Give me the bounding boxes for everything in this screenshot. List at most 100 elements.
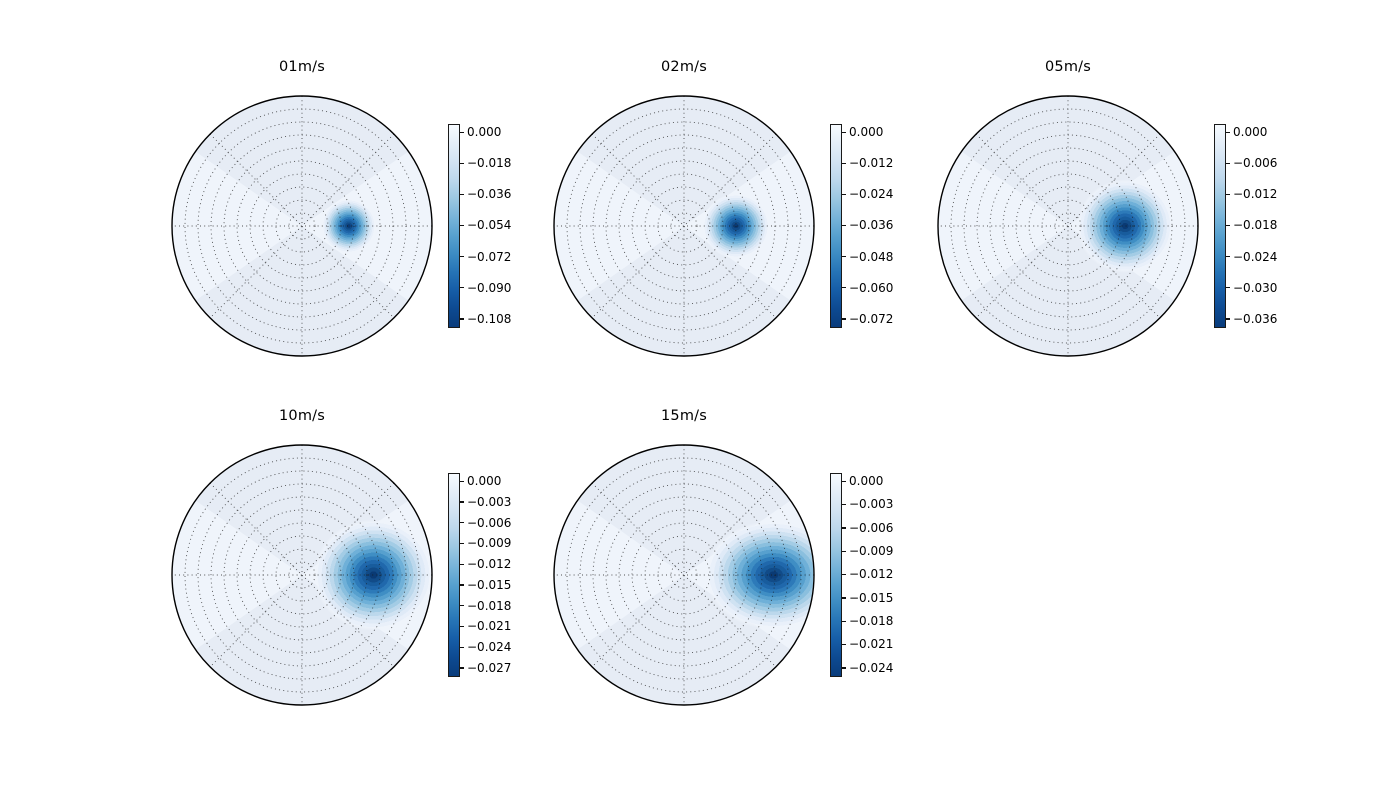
colorbar-tick [842, 131, 846, 133]
colorbar-tick [460, 646, 464, 648]
panel-title: 01m/s [278, 59, 325, 75]
colorbar: 0.000 −0.006 −0.012 −0.018 −0.024 −0.030 −0.03… [1214, 124, 1293, 328]
colorbar-tick [460, 563, 464, 565]
colorbar-tick [1226, 287, 1230, 289]
colorbar-tick-label: −0.009 [467, 536, 512, 551]
panel-01m-s: 01m/s 0.000 −0.018 −0.036 −0.054 −0.072 −0.090… [162, 51, 532, 411]
panel-title: 05m/s [1044, 59, 1091, 75]
grid-ring [1054, 212, 1082, 240]
colorbar-tick-label: −0.012 [849, 567, 894, 582]
colorbar-tick [842, 287, 846, 289]
colorbar-bar [830, 124, 842, 328]
colorbar-tick [842, 573, 846, 576]
colorbar-tick-label: −0.012 [849, 156, 894, 171]
colorbar-tick-label: −0.072 [849, 311, 894, 326]
colorbar-tick [842, 318, 846, 320]
colorbar-bar [830, 473, 842, 677]
grid-ring [275, 199, 329, 253]
intensity-spot [704, 520, 814, 630]
grid-ring [989, 147, 1147, 305]
colorbar-tick [460, 162, 464, 164]
colorbar-tick-label: −0.021 [467, 619, 512, 634]
colorbar-tick [460, 584, 464, 586]
colorbar-tick-label: −0.054 [467, 218, 512, 233]
colorbar-bar [448, 124, 460, 328]
colorbar: 0.000 −0.003 −0.006 −0.009 −0.012 −0.015 −0.01… [830, 473, 909, 677]
contour-wedge [554, 500, 684, 650]
panel-02m-s: 02m/s 0.000 −0.012 −0.024 −0.036 −0.048 −0.060… [544, 51, 914, 411]
contour-wedge [172, 500, 302, 650]
intensity-spot [1077, 179, 1174, 273]
polar-grid [554, 96, 814, 356]
polar-grid [172, 96, 432, 356]
colorbar-tick [460, 256, 464, 258]
colorbar-tick [460, 193, 464, 196]
colorbar-tick-label: −0.006 [467, 515, 512, 530]
colorbar-tick-label: 0.000 [849, 125, 884, 140]
panel-title: 10m/s [278, 408, 325, 424]
grid-ring [631, 173, 737, 279]
grid-ring [210, 134, 394, 318]
panel-10m-s: 10m/s 0.000 −0.003 −0.006 −0.009 −0.012 −0.015… [162, 400, 532, 760]
colorbar-tick [842, 503, 846, 506]
colorbar-tick-label: −0.021 [849, 637, 894, 652]
grid-ring [1002, 160, 1134, 292]
colorbar-tick-label: −0.027 [467, 660, 512, 675]
grid-ring [657, 199, 711, 253]
colorbar-tick [460, 522, 464, 524]
grid-ring [288, 561, 316, 589]
colorbar-tick-label: 0.000 [467, 474, 502, 489]
colorbar-bar [1214, 124, 1226, 328]
colorbar: 0.000 −0.018 −0.036 −0.054 −0.072 −0.090 −0.10… [448, 124, 527, 328]
grid-ring [249, 522, 355, 628]
colorbar-tick-label: −0.036 [467, 187, 512, 202]
grid-ring [223, 147, 381, 305]
colorbar-tick [842, 224, 846, 227]
colorbar-tick-label: −0.006 [1233, 156, 1278, 171]
grid-ring [592, 483, 776, 667]
colorbar-tick [842, 667, 846, 669]
polar-plot [937, 95, 1199, 357]
colorbar-tick [460, 131, 464, 133]
grid-ring [236, 509, 368, 641]
colorbar-tick-label: −0.036 [1233, 311, 1278, 326]
colorbar-tick [460, 501, 464, 503]
polar-plot [553, 95, 815, 357]
colorbar-tick-label: −0.003 [467, 494, 512, 509]
colorbar-tick-label: −0.090 [467, 280, 512, 295]
grid-ring [275, 548, 329, 602]
grid-ring [618, 509, 750, 641]
colorbar-tick [1226, 193, 1230, 196]
grid-ring [236, 160, 368, 292]
intensity-spot [321, 198, 377, 254]
panel-05m-s: 05m/s 0.000 −0.006 −0.012 −0.018 −0.024 −0.030… [928, 51, 1298, 411]
colorbar-tick-label: −0.009 [849, 544, 894, 559]
colorbar-tick [842, 597, 846, 599]
colorbar-tick-label: −0.048 [849, 249, 894, 264]
colorbar-tick-label: −0.036 [849, 218, 894, 233]
colorbar-tick-label: −0.018 [1233, 218, 1278, 233]
colorbar-tick [1226, 162, 1230, 164]
colorbar-tick-label: −0.060 [849, 280, 894, 295]
panel-title: 02m/s [660, 59, 707, 75]
polar-outline [553, 95, 815, 357]
grid-ring [976, 134, 1160, 318]
colorbar-tick [842, 550, 846, 552]
colorbar-tick [842, 193, 846, 196]
colorbar-tick [460, 318, 464, 320]
colorbar-tick-label: 0.000 [467, 125, 502, 140]
colorbar-tick-label: −0.108 [467, 311, 512, 326]
colorbar-tick [460, 287, 464, 289]
intensity-spot [313, 519, 432, 631]
colorbar-tick [1226, 131, 1230, 133]
colorbar-tick-label: −0.015 [849, 590, 894, 605]
colorbar-tick-label: 0.000 [849, 474, 884, 489]
contour-wedge [554, 151, 684, 301]
colorbar-bar [448, 473, 460, 677]
colorbar-tick [460, 480, 464, 482]
grid-ring [618, 160, 750, 292]
grid-ring [657, 548, 711, 602]
colorbar-tick [460, 542, 464, 545]
colorbar-tick [460, 625, 464, 628]
grid-ring [605, 496, 763, 654]
